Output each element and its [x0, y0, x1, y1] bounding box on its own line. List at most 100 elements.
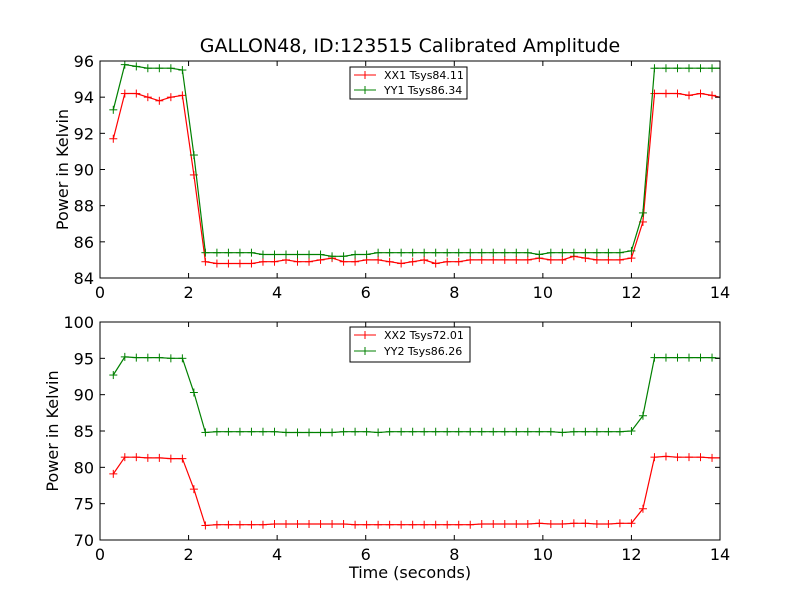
data-point	[454, 427, 463, 436]
data-point	[293, 257, 302, 266]
data-point	[569, 248, 578, 257]
data-point	[627, 519, 636, 528]
data-point	[454, 257, 463, 266]
data-point	[443, 248, 452, 257]
data-point	[696, 64, 705, 73]
data-point	[489, 248, 498, 257]
data-point	[374, 255, 383, 264]
data-point	[120, 453, 129, 462]
data-point	[374, 520, 383, 529]
data-point	[178, 91, 187, 100]
data-point	[201, 248, 210, 257]
data-point	[351, 520, 360, 529]
data-point	[293, 520, 302, 529]
data-point	[224, 520, 233, 529]
data-point	[201, 521, 210, 530]
data-point	[581, 248, 590, 257]
data-point	[708, 91, 717, 100]
data-point	[454, 248, 463, 257]
data-point	[500, 427, 509, 436]
data-point	[500, 248, 509, 257]
data-point	[558, 428, 567, 437]
data-point	[385, 248, 394, 257]
data-point	[166, 64, 175, 73]
data-point	[189, 485, 198, 494]
data-point	[247, 427, 256, 436]
data-point	[638, 504, 647, 513]
data-point	[716, 64, 720, 73]
data-point	[143, 93, 152, 102]
data-point	[178, 454, 187, 463]
data-point	[258, 257, 267, 266]
data-point	[696, 89, 705, 98]
data-point	[235, 248, 244, 257]
legend-box	[349, 326, 471, 363]
y-tick-label: 94	[74, 88, 94, 107]
data-point	[224, 248, 233, 257]
data-point	[270, 257, 279, 266]
data-point	[178, 354, 187, 363]
y-tick-label: 84	[74, 269, 94, 288]
data-point	[224, 259, 233, 268]
y-tick-label: 95	[74, 349, 94, 368]
data-point	[120, 61, 129, 69]
data-point	[339, 252, 348, 261]
data-point	[431, 259, 440, 268]
data-point	[189, 151, 198, 160]
data-point	[109, 469, 118, 478]
data-point	[500, 520, 509, 529]
data-point	[282, 520, 290, 529]
data-point	[592, 427, 601, 436]
data-point	[685, 353, 693, 362]
data-point	[615, 255, 624, 264]
data-point	[477, 427, 486, 436]
data-point	[673, 64, 682, 73]
y-axis-label: Power in Kelvin	[43, 370, 62, 491]
data-point	[512, 255, 521, 264]
legend-label: YY2 Tsys86.26	[383, 345, 462, 358]
data-point	[535, 427, 544, 436]
data-point	[224, 427, 233, 436]
data-point	[500, 255, 509, 264]
data-point	[512, 427, 521, 436]
y-tick-label: 88	[74, 197, 94, 216]
data-point	[627, 254, 636, 263]
y-tick-label: 96	[74, 52, 94, 71]
data-point	[282, 428, 290, 437]
y-tick-label: 90	[74, 386, 94, 405]
data-point	[316, 428, 325, 437]
data-point	[316, 250, 325, 259]
data-point	[155, 453, 164, 462]
legend: XX2 Tsys72.01 YY2 Tsys86.26	[349, 326, 471, 363]
y-tick-label: 100	[63, 313, 94, 332]
data-point	[270, 520, 279, 529]
y-tick-label: 80	[74, 458, 94, 477]
chart-title: GALLON48, ID:123515 Calibrated Amplitude	[200, 35, 620, 57]
data-point	[661, 452, 670, 461]
data-point	[351, 427, 360, 436]
data-point	[431, 427, 440, 436]
data-point	[109, 105, 118, 114]
data-point	[592, 520, 601, 529]
data-point	[673, 453, 682, 462]
y-tick-label: 70	[74, 531, 94, 550]
data-point	[132, 353, 141, 362]
data-point	[581, 427, 590, 436]
data-point	[166, 454, 175, 463]
y-tick-label: 86	[74, 233, 94, 252]
data-point	[328, 520, 337, 529]
data-point	[650, 453, 659, 462]
data-point	[132, 89, 141, 98]
series-2	[109, 61, 720, 261]
data-point	[604, 520, 613, 529]
data-point	[212, 427, 221, 436]
data-point	[535, 519, 544, 528]
data-point	[362, 520, 371, 529]
data-point	[685, 64, 693, 73]
data-point	[673, 89, 682, 98]
y-tick-label: 90	[74, 161, 94, 180]
data-point	[282, 250, 290, 259]
data-point	[696, 353, 705, 362]
